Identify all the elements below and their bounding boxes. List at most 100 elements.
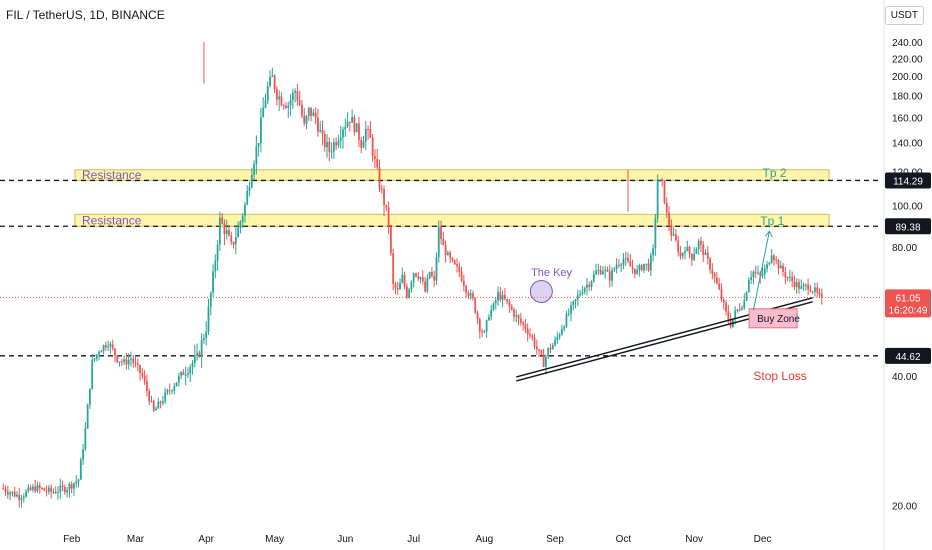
candle-body bbox=[690, 253, 693, 260]
candle-body bbox=[216, 244, 219, 261]
candle-body bbox=[301, 104, 303, 116]
candle-body bbox=[565, 314, 568, 327]
candle-body bbox=[706, 252, 709, 259]
x-tick-label: Jul bbox=[407, 534, 420, 545]
candle-body bbox=[754, 271, 757, 273]
overlay-layer: The Key Tp 2 Tp 1 Buy Zone Stop Loss bbox=[516, 166, 813, 383]
candle-body bbox=[535, 346, 538, 350]
y-tick-label: 100.00 bbox=[892, 201, 923, 212]
candle-body bbox=[816, 287, 819, 293]
candle-body bbox=[294, 91, 297, 93]
candle-body bbox=[84, 428, 87, 450]
candle-body bbox=[228, 230, 230, 236]
candle-body bbox=[761, 273, 764, 277]
candle-body bbox=[9, 492, 12, 495]
candle-body bbox=[191, 362, 194, 367]
candle-body bbox=[472, 293, 474, 299]
candle-body bbox=[221, 217, 224, 224]
candle-body bbox=[415, 273, 417, 277]
candle-body bbox=[330, 151, 333, 153]
candle-body bbox=[654, 218, 657, 249]
x-tick-label: Sep bbox=[546, 534, 564, 545]
time-axis[interactable]: Feb Mar Apr May Jun Jul Aug Sep Oct Nov Dec bbox=[63, 534, 771, 545]
candle-body bbox=[704, 252, 707, 256]
y-tick-label: 200.00 bbox=[892, 72, 923, 83]
candle-body bbox=[718, 283, 721, 290]
candle-body bbox=[652, 248, 654, 256]
candle-body bbox=[433, 276, 436, 281]
candle-body bbox=[567, 313, 570, 315]
candle-body bbox=[743, 300, 746, 308]
candle-body bbox=[314, 112, 317, 118]
candle-body bbox=[460, 272, 463, 281]
candle-body bbox=[225, 230, 228, 235]
candle-body bbox=[736, 309, 739, 311]
candle-body bbox=[125, 359, 128, 365]
candle-body bbox=[636, 269, 639, 274]
candle-body bbox=[111, 344, 114, 349]
candle-body bbox=[234, 237, 237, 245]
candle-body bbox=[647, 263, 650, 271]
candle-body bbox=[741, 307, 743, 310]
price-level-tag bbox=[885, 347, 931, 364]
candle-body bbox=[672, 234, 675, 236]
candle-body bbox=[332, 142, 335, 152]
candle-body bbox=[624, 257, 627, 260]
candle-body bbox=[551, 344, 554, 350]
candle-body bbox=[107, 346, 110, 348]
candle-body bbox=[638, 265, 641, 270]
candle-body bbox=[205, 331, 208, 339]
candle-body bbox=[89, 388, 91, 405]
x-tick-label: Jun bbox=[337, 534, 353, 545]
candle-body bbox=[513, 309, 515, 317]
candle-body bbox=[540, 350, 543, 355]
candle-body bbox=[499, 292, 502, 300]
candle-body bbox=[668, 212, 670, 226]
candle-body bbox=[203, 338, 205, 340]
candle-body bbox=[253, 163, 255, 175]
candle-body bbox=[264, 100, 267, 108]
candle-body bbox=[212, 271, 214, 293]
candle-body bbox=[79, 459, 82, 480]
candle-body bbox=[574, 299, 577, 302]
candle-body bbox=[405, 286, 408, 298]
candle-body bbox=[595, 270, 597, 275]
price-axis[interactable]: 240.00220.00200.00180.00160.00140.00120.… bbox=[883, 0, 931, 550]
candle-body bbox=[4, 488, 7, 493]
candle-body bbox=[182, 372, 185, 375]
resistance-zone bbox=[74, 169, 830, 181]
candle-body bbox=[323, 133, 326, 148]
x-tick-label: Feb bbox=[63, 534, 81, 545]
candle-body bbox=[223, 223, 226, 235]
candle-body bbox=[734, 310, 737, 319]
candle-body bbox=[533, 337, 536, 347]
candle-body bbox=[722, 299, 725, 303]
candle-body bbox=[590, 281, 593, 288]
candle-body bbox=[665, 202, 668, 213]
currency-badge[interactable]: USDT bbox=[884, 6, 924, 25]
candle-body bbox=[768, 262, 771, 265]
candle-body bbox=[278, 96, 281, 100]
candle-body bbox=[451, 257, 454, 261]
candle-body bbox=[510, 306, 513, 310]
candle-body bbox=[196, 352, 198, 356]
candle-body bbox=[670, 225, 673, 236]
target-label: Tp 1 bbox=[760, 214, 784, 228]
candle-body bbox=[146, 381, 148, 392]
candle-body bbox=[408, 289, 411, 298]
candle-body bbox=[458, 266, 461, 273]
candle-body bbox=[563, 326, 566, 330]
candle-body bbox=[141, 373, 144, 376]
candle-body bbox=[66, 490, 69, 493]
candle-body bbox=[570, 305, 572, 314]
candle-body bbox=[280, 96, 283, 106]
candle-body bbox=[6, 492, 9, 495]
candle-body bbox=[633, 268, 636, 274]
candle-body bbox=[207, 306, 210, 332]
candle-body bbox=[155, 408, 157, 411]
candle-body bbox=[362, 141, 365, 148]
candle-body bbox=[237, 227, 240, 238]
candle-body bbox=[389, 226, 392, 254]
countdown-label: 16:20:49 bbox=[889, 305, 928, 316]
